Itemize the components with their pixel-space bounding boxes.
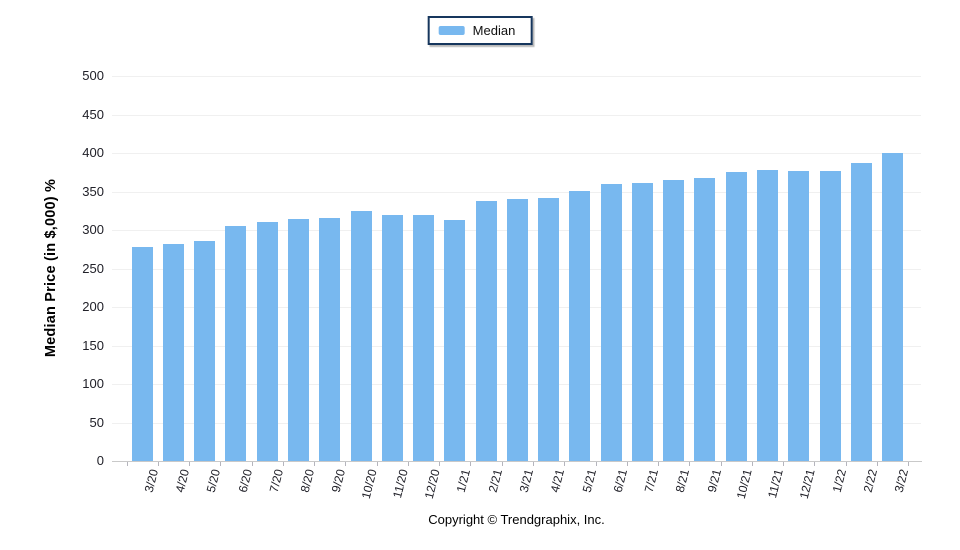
x-axis-tick: [439, 462, 441, 466]
x-axis-label: 1/21: [454, 467, 474, 494]
x-axis-label: 10/20: [358, 467, 380, 501]
gridline: [112, 191, 921, 193]
x-axis-tick: [845, 462, 847, 466]
bar-4/21[interactable]: [538, 197, 560, 461]
x-axis-label: 8/21: [673, 467, 693, 494]
x-axis-tick: [501, 462, 503, 466]
x-axis-label: 6/21: [610, 467, 630, 494]
y-axis-label: 300: [82, 222, 104, 237]
x-axis-tick: [720, 462, 722, 466]
x-axis-tick: [282, 462, 284, 466]
bar-9/21[interactable]: [694, 178, 716, 461]
bar-6/21[interactable]: [600, 183, 622, 461]
x-axis-label: 12/20: [421, 467, 443, 501]
x-axis-tick: [595, 462, 597, 466]
x-axis-label: 11/20: [390, 467, 411, 500]
y-axis-label: 500: [82, 68, 104, 83]
x-axis-label: 5/20: [204, 467, 224, 494]
x-axis-label: 9/21: [704, 467, 724, 494]
x-axis-label: 1/22: [829, 467, 849, 494]
x-axis-tick: [126, 462, 128, 466]
x-axis-tick: [876, 462, 878, 466]
bar-9/20[interactable]: [319, 218, 341, 461]
y-axis-label: 350: [82, 183, 104, 199]
legend-swatch-icon: [438, 26, 465, 35]
x-axis-tick: [314, 462, 316, 466]
bar-10/21[interactable]: [725, 172, 747, 461]
x-axis-label: 3/20: [141, 467, 161, 494]
bar-5/21[interactable]: [569, 190, 591, 461]
x-axis-tick: [814, 462, 816, 466]
x-axis-label: 9/20: [329, 467, 349, 494]
legend-item-median[interactable]: Median: [427, 16, 533, 45]
x-axis-tick: [189, 462, 191, 466]
x-axis-tick: [564, 462, 566, 466]
x-axis-label: 3/22: [892, 467, 912, 494]
x-axis-tick: [626, 462, 628, 466]
x-axis-label: 7/20: [266, 467, 286, 494]
x-axis-tick: [689, 462, 691, 466]
x-axis-tick: [908, 462, 910, 466]
x-axis-tick: [220, 462, 222, 466]
bar-7/20[interactable]: [256, 222, 278, 461]
x-axis-tick: [345, 462, 347, 466]
x-axis-tick: [751, 462, 753, 466]
gridline: [112, 76, 921, 77]
y-axis-label: 150: [82, 337, 104, 353]
bar-10/20[interactable]: [350, 210, 372, 461]
bar-1/21[interactable]: [444, 219, 466, 461]
bar-7/21[interactable]: [631, 183, 653, 461]
x-axis-label: 4/20: [172, 467, 193, 494]
y-axis-label: 50: [89, 414, 104, 430]
x-axis-label: 3/21: [516, 467, 536, 494]
x-axis-label: 12/21: [796, 467, 818, 501]
bar-3/22[interactable]: [882, 153, 904, 461]
copyright-text: Copyright © Trendgraphix, Inc.: [428, 512, 605, 527]
x-axis-label: 11/21: [765, 467, 787, 500]
x-axis-label: 4/21: [548, 467, 568, 494]
x-axis-tick: [376, 462, 378, 466]
bar-8/20[interactable]: [287, 219, 309, 461]
x-axis-tick: [533, 462, 534, 466]
x-axis-label: 6/20: [235, 467, 255, 494]
bar-2/21[interactable]: [475, 200, 497, 461]
y-axis-label: 0: [96, 453, 104, 468]
bar-5/20[interactable]: [194, 240, 216, 461]
x-axis-label: 10/21: [734, 467, 755, 501]
y-axis-label: 200: [82, 299, 104, 314]
x-axis-tick: [783, 462, 785, 466]
x-axis-label: 5/21: [579, 467, 599, 494]
x-axis-label: 8/20: [297, 467, 318, 494]
bar-11/21[interactable]: [757, 169, 779, 461]
x-axis-tick: [470, 462, 472, 466]
legend-label: Median: [472, 23, 516, 38]
bar-12/20[interactable]: [413, 214, 435, 461]
bar-1/22[interactable]: [819, 171, 841, 461]
x-axis-label: 7/21: [641, 467, 662, 494]
bar-3/20[interactable]: [131, 246, 153, 461]
gridline: [112, 153, 921, 154]
y-axis-label: 100: [82, 376, 104, 391]
bar-11/20[interactable]: [381, 214, 403, 461]
x-axis-tick: [157, 462, 159, 466]
y-axis-label: 400: [82, 145, 104, 160]
bar-2/22[interactable]: [850, 163, 872, 461]
gridline: [112, 114, 921, 116]
y-axis-label: 250: [82, 260, 104, 276]
bar-4/20[interactable]: [162, 243, 184, 461]
bar-3/21[interactable]: [506, 199, 528, 461]
bar-8/21[interactable]: [663, 179, 685, 461]
bar-6/20[interactable]: [225, 226, 247, 461]
x-axis-line: [112, 461, 922, 462]
y-axis-label: 450: [82, 106, 104, 122]
x-axis-label: 2/22: [860, 467, 880, 494]
x-axis-tick: [251, 462, 253, 466]
x-axis-tick: [407, 462, 409, 466]
x-axis-label: 2/21: [485, 467, 505, 494]
x-axis-tick: [658, 462, 660, 466]
bar-12/21[interactable]: [788, 171, 810, 461]
